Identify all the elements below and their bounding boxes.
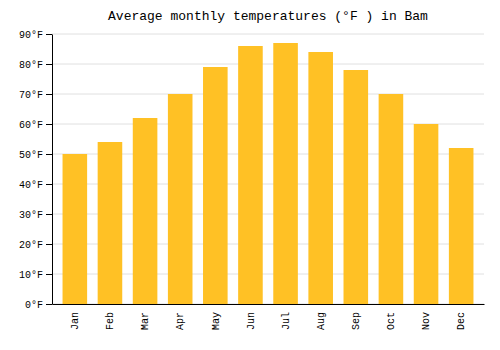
x-tick-label: Nov — [421, 312, 432, 330]
y-tick-label: 0°F — [25, 300, 43, 311]
y-tick-label: 20°F — [19, 240, 43, 251]
x-tick: Dec — [456, 312, 467, 330]
x-axis: Jan Feb Mar Apr May Jun Jul Aug Sep Oct Nov Dec — [53, 305, 485, 331]
x-tick: Mar — [140, 312, 151, 330]
y-tick-mark — [46, 34, 52, 35]
y-tick: 60°F — [19, 120, 52, 131]
y-axis-line — [52, 35, 53, 305]
y-tick-mark — [46, 154, 52, 155]
bar — [133, 118, 158, 304]
y-tick-label: 90°F — [19, 30, 43, 41]
x-tick: May — [211, 312, 222, 330]
x-tick: Aug — [316, 312, 327, 330]
y-tick-label: 50°F — [19, 150, 43, 161]
grid — [52, 34, 484, 304]
y-tick: 80°F — [19, 60, 52, 71]
x-tick-label: Sep — [351, 312, 362, 330]
y-tick-label: 80°F — [19, 60, 43, 71]
x-tick-label: Feb — [105, 312, 116, 330]
x-tick: Apr — [175, 312, 186, 330]
x-tick-label: Dec — [456, 312, 467, 330]
y-tick-label: 60°F — [19, 120, 43, 131]
y-tick-mark — [46, 184, 52, 185]
y-tick-mark — [46, 214, 52, 215]
y-tick-mark — [46, 94, 52, 95]
x-tick: Feb — [105, 312, 116, 330]
y-tick: 90°F — [19, 30, 52, 41]
plot: Jan Feb Mar Apr May Jun Jul Aug Sep Oct Nov Dec 0°F 1… — [19, 30, 485, 330]
y-tick-mark — [46, 274, 52, 275]
x-tick-label: May — [211, 312, 222, 330]
bar — [414, 124, 439, 304]
bar — [449, 148, 474, 304]
y-tick-mark — [46, 64, 52, 65]
grid-line — [52, 94, 484, 95]
y-tick-mark — [46, 304, 52, 305]
y-tick: 10°F — [19, 270, 52, 281]
y-axis: 0°F 10°F 20°F 30°F 40°F 50°F 60°F 70°F 80°F 90°F — [19, 30, 53, 311]
grid-line — [52, 64, 484, 65]
y-tick: 20°F — [19, 240, 52, 251]
y-tick-mark — [46, 244, 52, 245]
chart: Jan Feb Mar Apr May Jun Jul Aug Sep Oct Nov Dec 0°F 1… — [0, 0, 500, 350]
bar — [308, 52, 333, 304]
bar — [379, 94, 404, 304]
bar — [344, 70, 369, 304]
y-tick-mark — [46, 124, 52, 125]
x-tick-label: Mar — [140, 312, 151, 330]
x-tick-label: Jul — [281, 312, 292, 330]
x-tick: Jun — [246, 312, 257, 330]
y-tick-label: 70°F — [19, 90, 43, 101]
bar — [63, 154, 88, 304]
x-tick-label: Apr — [175, 312, 186, 330]
grid-line — [52, 34, 484, 35]
x-tick: Jan — [70, 312, 81, 330]
y-tick: 40°F — [19, 180, 52, 191]
x-tick: Oct — [386, 312, 397, 330]
y-tick-label: 30°F — [19, 210, 43, 221]
y-tick-label: 40°F — [19, 180, 43, 191]
x-tick-label: Oct — [386, 312, 397, 330]
bar — [273, 43, 298, 304]
title: Average monthly temperatures (°F ) in Ba… — [108, 9, 428, 24]
x-tick-label: Jan — [70, 312, 81, 330]
bar — [168, 94, 193, 304]
y-tick: 70°F — [19, 90, 52, 101]
x-tick-label: Aug — [316, 312, 327, 330]
y-tick: 50°F — [19, 150, 52, 161]
y-tick: 0°F — [25, 300, 52, 311]
x-tick: Jul — [281, 312, 292, 330]
bar — [98, 142, 123, 304]
y-tick-label: 10°F — [19, 270, 43, 281]
x-axis-line — [53, 304, 485, 305]
x-tick: Nov — [421, 312, 432, 330]
x-tick: Sep — [351, 312, 362, 330]
bar — [203, 67, 228, 304]
bars — [63, 43, 474, 304]
x-tick-label: Jun — [246, 312, 257, 330]
y-tick: 30°F — [19, 210, 52, 221]
bar — [238, 46, 263, 304]
